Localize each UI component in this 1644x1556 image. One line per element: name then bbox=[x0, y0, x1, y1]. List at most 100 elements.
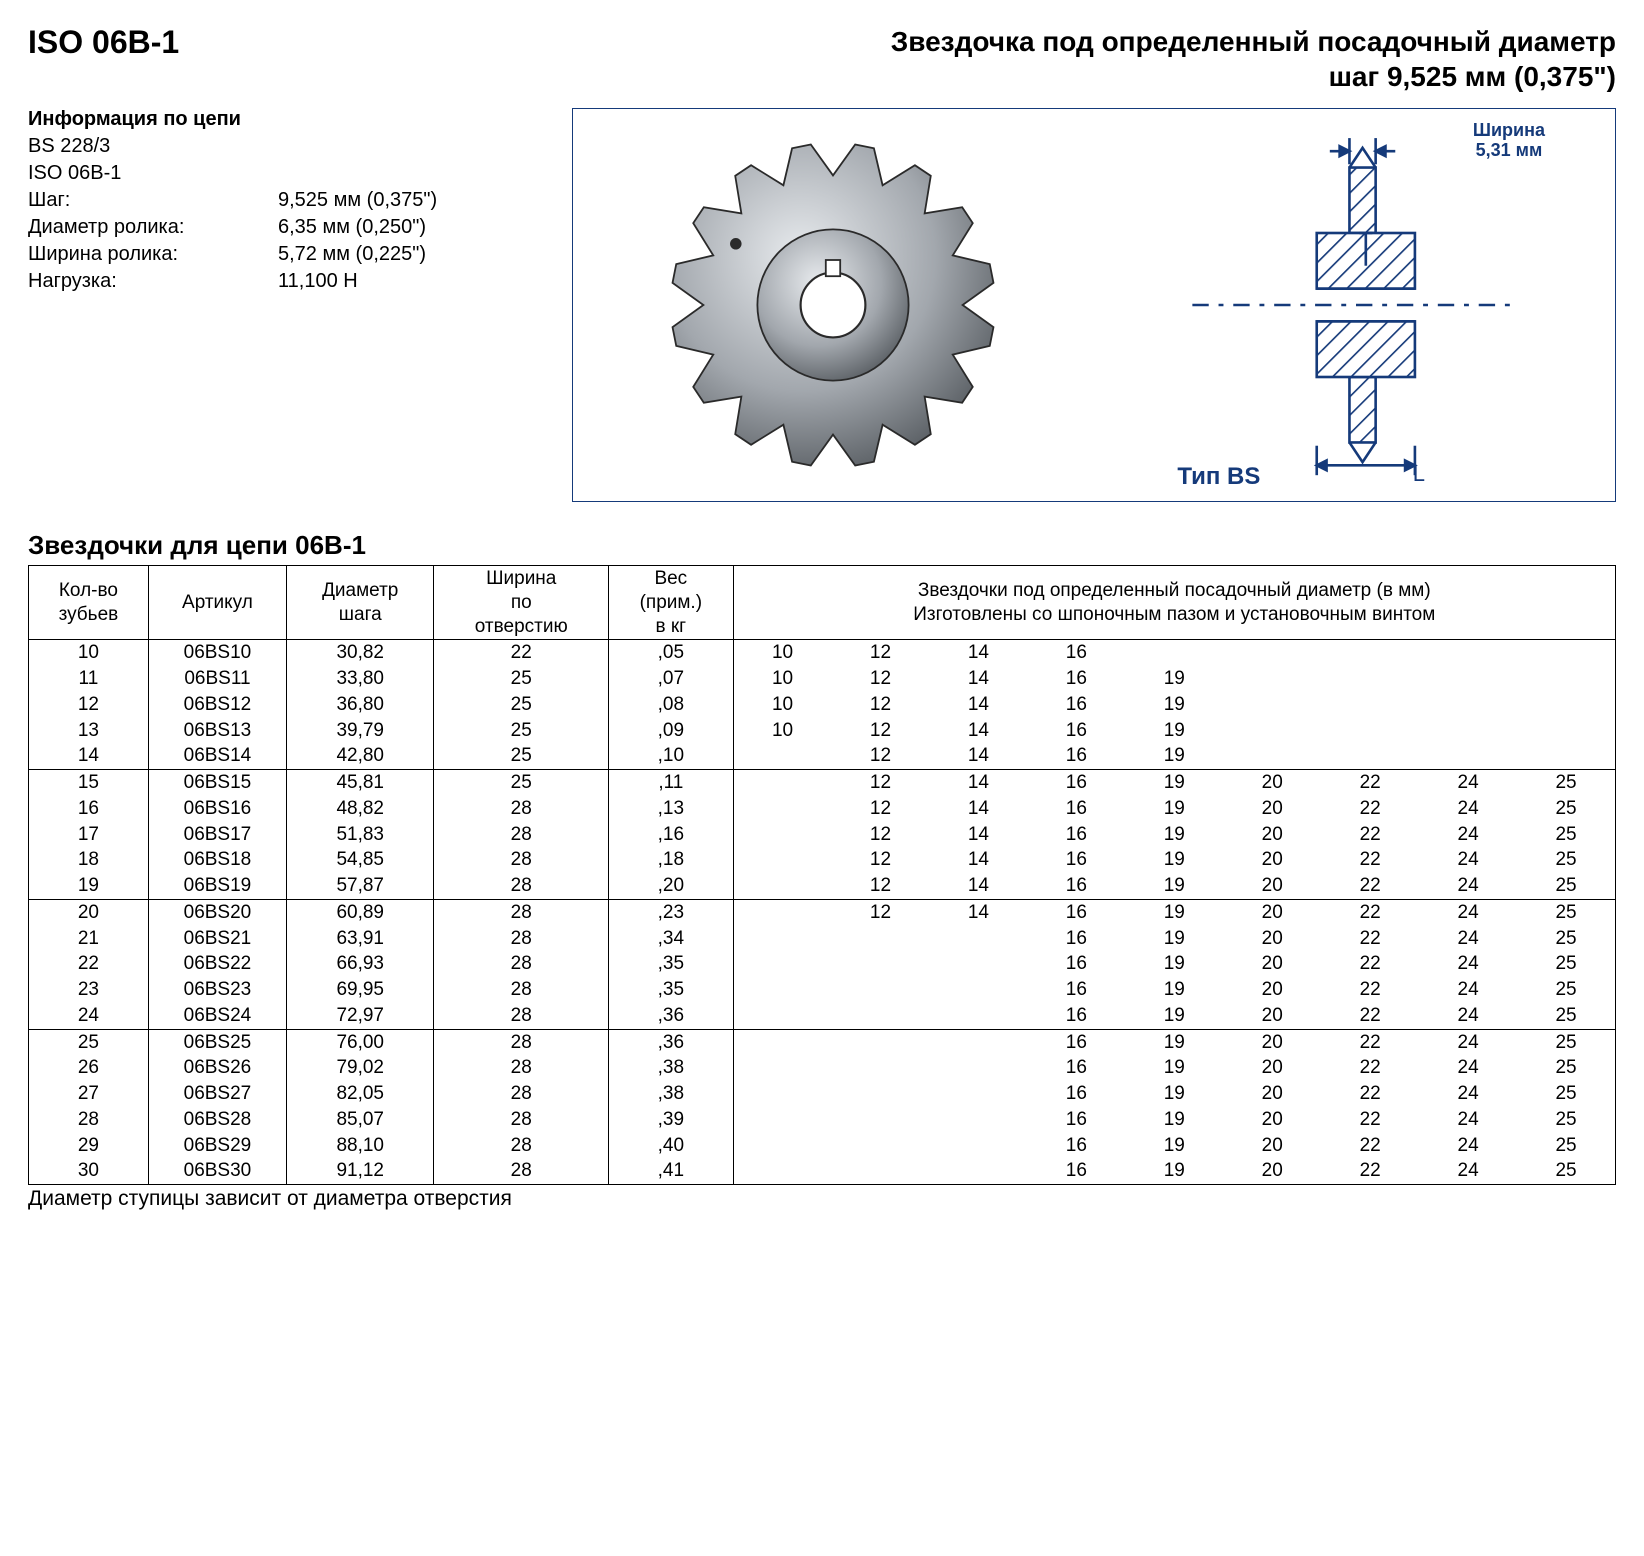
bore-value: 22 bbox=[1327, 1031, 1413, 1055]
bores-cell: 161920222425 bbox=[733, 1081, 1615, 1107]
bore-value bbox=[935, 927, 1021, 951]
bore-value: 25 bbox=[1523, 952, 1609, 976]
iso-code-title: ISO 06B-1 bbox=[28, 24, 179, 61]
bores-cell: 1214161920222425 bbox=[733, 796, 1615, 822]
bore-value: 25 bbox=[1523, 1159, 1609, 1183]
bore-value: 19 bbox=[1131, 848, 1217, 872]
page-subtitle: Звездочка под определенный посадочный ди… bbox=[891, 24, 1616, 94]
cell: 25 bbox=[434, 770, 609, 796]
bores-cell: 161920222425 bbox=[733, 926, 1615, 952]
bore-value: 10 bbox=[740, 641, 826, 665]
table-title: Звездочки для цепи 06B-1 bbox=[28, 530, 1616, 561]
cell: ,10 bbox=[609, 743, 733, 769]
bore-value: 20 bbox=[1229, 797, 1315, 821]
cell: 06BS16 bbox=[148, 796, 286, 822]
chain-key: Диаметр ролика: bbox=[28, 214, 278, 241]
cell: 06BS26 bbox=[148, 1055, 286, 1081]
table-row: 1306BS1339,7925,091012141619 bbox=[29, 718, 1616, 744]
bore-value: 19 bbox=[1131, 978, 1217, 1002]
bore-value: 10 bbox=[740, 719, 826, 743]
bore-value bbox=[1229, 693, 1315, 717]
bore-value bbox=[1523, 641, 1609, 665]
bore-value: 20 bbox=[1229, 1004, 1315, 1028]
bore-value: 19 bbox=[1131, 1056, 1217, 1080]
bore-value: 24 bbox=[1425, 1004, 1511, 1028]
bore-value bbox=[740, 1004, 826, 1028]
sprocket-section-schematic bbox=[1176, 125, 1536, 485]
bore-value: 20 bbox=[1229, 1031, 1315, 1055]
cell: 28 bbox=[434, 1029, 609, 1055]
cell: ,35 bbox=[609, 951, 733, 977]
cell: 39,79 bbox=[287, 718, 434, 744]
bore-value bbox=[935, 978, 1021, 1002]
figure-panel: Ширина 5,31 мм L Тип BS bbox=[572, 108, 1616, 502]
cell: ,36 bbox=[609, 1029, 733, 1055]
type-bs-label: Тип BS bbox=[1177, 463, 1260, 491]
bore-value: 20 bbox=[1229, 1056, 1315, 1080]
cell: 14 bbox=[29, 743, 149, 769]
cell: 15 bbox=[29, 770, 149, 796]
cell: ,23 bbox=[609, 899, 733, 925]
bore-value: 19 bbox=[1131, 797, 1217, 821]
bore-value: 19 bbox=[1131, 1082, 1217, 1106]
bore-value: 16 bbox=[1033, 952, 1119, 976]
chain-info-block: Информация по цепи BS 228/3 ISO 06B-1 Ша… bbox=[28, 108, 548, 502]
bores-cell: 161920222425 bbox=[733, 1055, 1615, 1081]
table-row: 1606BS1648,8228,131214161920222425 bbox=[29, 796, 1616, 822]
bore-value: 22 bbox=[1327, 1134, 1413, 1158]
cell: 79,02 bbox=[287, 1055, 434, 1081]
bore-value: 22 bbox=[1327, 927, 1413, 951]
bore-value bbox=[740, 1082, 826, 1106]
cell: 20 bbox=[29, 899, 149, 925]
cell: 28 bbox=[434, 1055, 609, 1081]
bores-cell: 10121416 bbox=[733, 640, 1615, 666]
bore-value: 16 bbox=[1033, 874, 1119, 898]
bore-value: 16 bbox=[1033, 1108, 1119, 1132]
bore-value bbox=[935, 1004, 1021, 1028]
bore-value bbox=[1523, 667, 1609, 691]
bore-value bbox=[837, 1056, 923, 1080]
bore-value: 25 bbox=[1523, 1134, 1609, 1158]
bore-value bbox=[740, 1031, 826, 1055]
bore-value: 19 bbox=[1131, 1134, 1217, 1158]
table-row: 1206BS1236,8025,081012141619 bbox=[29, 692, 1616, 718]
bore-value: 20 bbox=[1229, 978, 1315, 1002]
bore-value bbox=[837, 1031, 923, 1055]
cell: 25 bbox=[434, 666, 609, 692]
cell: ,16 bbox=[609, 822, 733, 848]
width-label: Ширина 5,31 мм bbox=[1473, 121, 1545, 161]
cell: ,08 bbox=[609, 692, 733, 718]
bore-value bbox=[740, 823, 826, 847]
bore-value: 20 bbox=[1229, 952, 1315, 976]
bore-value bbox=[1327, 744, 1413, 768]
bore-value: 19 bbox=[1131, 901, 1217, 925]
cell: 16 bbox=[29, 796, 149, 822]
cell: 27 bbox=[29, 1081, 149, 1107]
bore-value bbox=[740, 874, 826, 898]
cell: 17 bbox=[29, 822, 149, 848]
table-row: 1706BS1751,8328,161214161920222425 bbox=[29, 822, 1616, 848]
bore-value bbox=[837, 1004, 923, 1028]
bore-value: 14 bbox=[935, 874, 1021, 898]
bore-value bbox=[935, 952, 1021, 976]
bore-value bbox=[1523, 719, 1609, 743]
bore-value: 16 bbox=[1033, 823, 1119, 847]
width-label-bot: 5,31 мм bbox=[1473, 141, 1545, 161]
cell: 51,83 bbox=[287, 822, 434, 848]
bore-value: 24 bbox=[1425, 771, 1511, 795]
cell: 18 bbox=[29, 847, 149, 873]
bore-value bbox=[1523, 744, 1609, 768]
bore-value: 19 bbox=[1131, 693, 1217, 717]
cell: 82,05 bbox=[287, 1081, 434, 1107]
bore-value bbox=[1425, 641, 1511, 665]
bore-value: 22 bbox=[1327, 901, 1413, 925]
bore-value: 12 bbox=[837, 641, 923, 665]
bore-value: 14 bbox=[935, 901, 1021, 925]
bore-value: 10 bbox=[740, 693, 826, 717]
bore-value: 16 bbox=[1033, 978, 1119, 1002]
bores-cell: 1214161920222425 bbox=[733, 822, 1615, 848]
cell: 66,93 bbox=[287, 951, 434, 977]
bore-value bbox=[1229, 641, 1315, 665]
chain-line-0: BS 228/3 bbox=[28, 133, 548, 160]
cell: 42,80 bbox=[287, 743, 434, 769]
